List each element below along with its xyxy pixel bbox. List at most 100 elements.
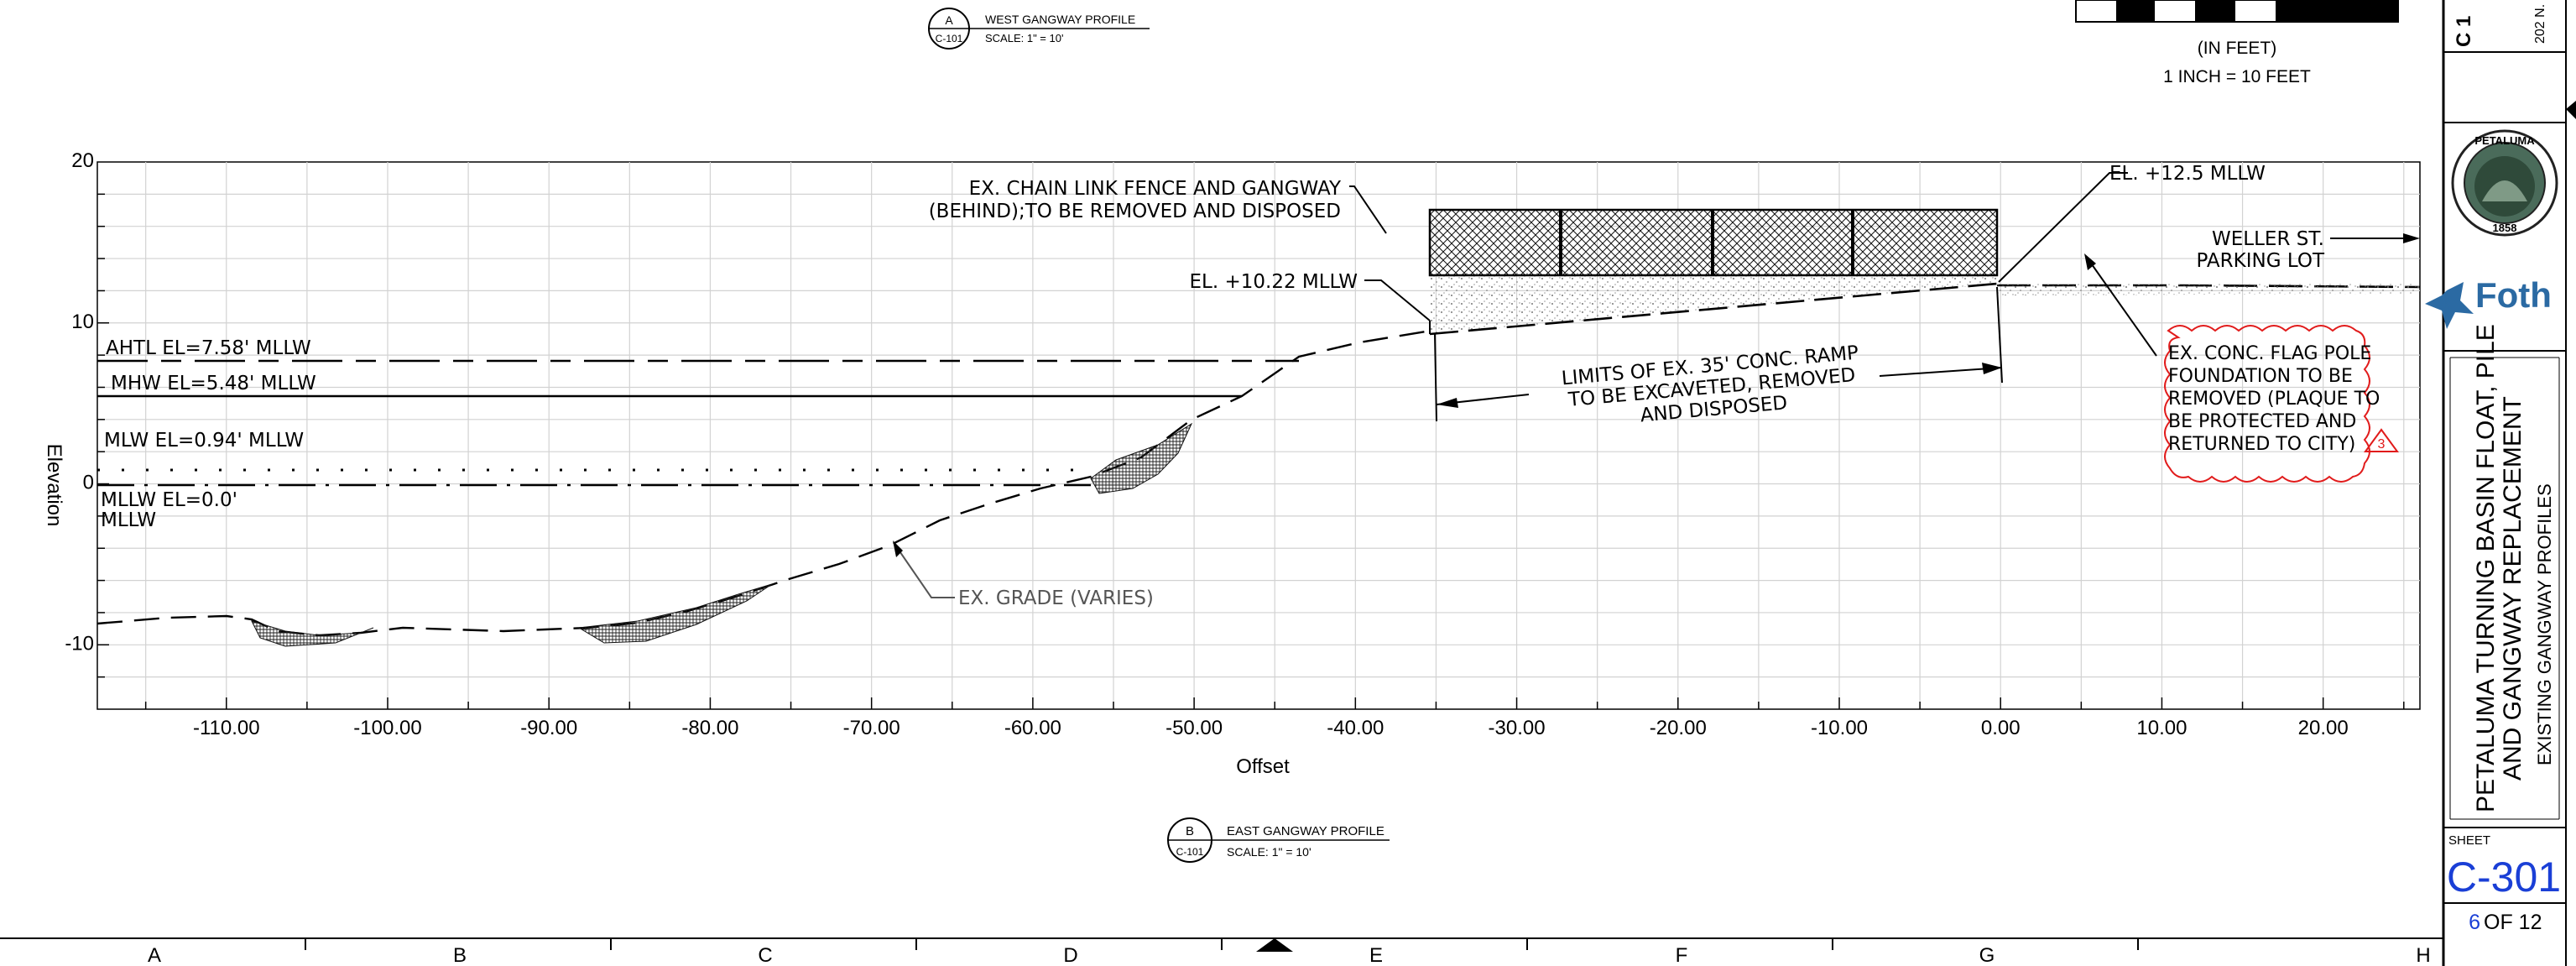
callout-b-ref: C-101 xyxy=(1176,846,1204,858)
title-block: C 1 202 N. PETALUMA 1858 Foth PETALUMA T… xyxy=(2425,0,2576,966)
x-tick-label: -100.00 xyxy=(353,717,421,739)
y-tick-label: 20 xyxy=(71,149,94,172)
plot-grid xyxy=(97,162,2420,709)
grid-column-letter: G xyxy=(1979,944,1995,966)
x-tick-label: -80.00 xyxy=(681,717,738,739)
sheet-grid-border: A B C D E F G H xyxy=(0,937,2443,966)
plot-frame xyxy=(96,161,2421,710)
city-seal: PETALUMA 1858 xyxy=(2451,129,2558,237)
callout-b: B C-101 EAST GANGWAY PROFILE SCALE: 1" =… xyxy=(1167,817,1390,863)
foth-logo: Foth xyxy=(2425,275,2552,329)
mllw-label-2: MLLW xyxy=(101,509,156,531)
flag-note-2: FOUNDATION TO BE xyxy=(2168,366,2353,387)
flag-note-3: REMOVED (PLAQUE TO xyxy=(2168,389,2380,410)
y-axis: 20 10 0 -10 xyxy=(65,149,109,678)
concrete-ramp xyxy=(1429,273,2421,336)
x-axis: -110.00 -100.00 -90.00 -80.00 -70.00 -60.00 -5… xyxy=(144,697,2405,739)
riprap-hatch-3 xyxy=(1090,422,1193,494)
x-tick-label: 20.00 xyxy=(2298,717,2349,739)
flag-pole-note: EX. CONC. FLAG POLE FOUNDATION TO BE REM… xyxy=(2164,325,2399,483)
callout-b-scale: SCALE: 1" = 10' xyxy=(1227,845,1311,859)
project-title-1: PETALUMA TURNING BASIN FLOAT, PILE xyxy=(2472,324,2500,812)
seal-year: 1858 xyxy=(2493,222,2517,234)
grid-column-letter: C xyxy=(758,944,772,966)
x-tick-label: -110.00 xyxy=(193,717,260,739)
callout-b-title: EAST GANGWAY PROFILE xyxy=(1227,824,1384,838)
address-fragment: 202 N. xyxy=(2533,4,2547,44)
ramp-profile-line xyxy=(1429,282,1998,336)
ahtl-label: AHTL EL=7.58' MLLW xyxy=(106,337,311,359)
scale-ratio: 1 INCH = 10 FEET xyxy=(2163,67,2311,86)
project-title-2: AND GANGWAY REPLACEMENT xyxy=(2499,396,2526,781)
existing-grade xyxy=(96,329,1431,647)
x-axis-label: Offset xyxy=(1236,755,1290,778)
star-icon xyxy=(2425,282,2474,329)
fence-note-1: EX. CHAIN LINK FENCE AND GANGWAY xyxy=(969,178,1342,200)
fence-note-2: (BEHIND);TO BE REMOVED AND DISPOSED xyxy=(929,201,1341,222)
grid-column-letter: E xyxy=(1369,944,1383,966)
ramp-stipple xyxy=(1430,273,1997,334)
gangway-profile-plot: 20 10 0 -10 -110.00 -100.00 -90.00 -80.00 -70.0… xyxy=(65,149,2421,739)
callout-a-scale: SCALE: 1" = 10' xyxy=(985,32,1063,44)
sheet-subtitle: EXISTING GANGWAY PROFILES xyxy=(2534,483,2555,765)
annotations: EX. CHAIN LINK FENCE AND GANGWAY (BEHIND… xyxy=(929,163,2325,609)
y-tick-label: 10 xyxy=(71,311,94,333)
flag-note-4: BE PROTECTED AND xyxy=(2168,411,2356,432)
scale-units: (IN FEET) xyxy=(2198,39,2277,58)
north-arrow-mark xyxy=(1256,938,1293,952)
leader-lines xyxy=(893,172,2420,598)
graphic-scale: (IN FEET) 1 INCH = 10 FEET xyxy=(2075,0,2399,86)
riprap-hatch-2 xyxy=(577,583,773,644)
el-low-note: EL. +10.22 MLLW xyxy=(1190,271,1358,293)
x-tick-label: -20.00 xyxy=(1650,717,1707,739)
grid-column-letter: H xyxy=(2416,944,2430,966)
sheet-label: SHEET xyxy=(2448,833,2490,848)
x-tick-label: -30.00 xyxy=(1489,717,1546,739)
grid-column-letter: A xyxy=(148,944,161,966)
grid-column-letter: B xyxy=(453,944,467,966)
el-high-note: EL. +12.5 MLLW xyxy=(2109,163,2266,185)
flag-note-1: EX. CONC. FLAG POLE xyxy=(2168,343,2371,364)
y-axis-label: Elevation xyxy=(43,444,65,527)
seal-ring xyxy=(2451,129,2558,237)
sheet-code-top: C 1 xyxy=(2453,16,2475,47)
riprap-hatch-1 xyxy=(251,620,374,647)
callout-a: A C-101 WEST GANGWAY PROFILE SCALE: 1" =… xyxy=(928,8,1150,50)
y-tick-label: 0 xyxy=(83,472,94,494)
y-tick-label: -10 xyxy=(65,632,94,655)
weller-note-1: WELLER ST. xyxy=(2212,228,2324,250)
x-tick-label: -60.00 xyxy=(1004,717,1061,739)
x-tick-label: -40.00 xyxy=(1327,717,1384,739)
grid-column-letter: D xyxy=(1063,944,1077,966)
x-tick-label: -50.00 xyxy=(1165,717,1223,739)
revision-cloud xyxy=(2164,325,2370,483)
seal-name: PETALUMA xyxy=(2474,134,2535,147)
grade-note: EX. GRADE (VARIES) xyxy=(958,587,1154,609)
mllw-label: MLLW EL=0.0' xyxy=(101,489,237,511)
sheet-number: C-301 xyxy=(2447,854,2561,901)
firm-name: Foth xyxy=(2475,275,2552,315)
limits-dimension xyxy=(1434,286,2003,422)
callout-a-letter: A xyxy=(945,13,953,27)
water-levels: AHTL EL=7.58' MLLW MHW EL=5.48' MLLW MLW… xyxy=(97,337,1299,531)
callout-a-title: WEST GANGWAY PROFILE xyxy=(985,13,1135,26)
page-total: OF 12 xyxy=(2484,911,2542,934)
x-tick-label: -10.00 xyxy=(1811,717,1868,739)
mlw-label: MLW EL=0.94' MLLW xyxy=(104,430,304,452)
chain-link-fence xyxy=(1428,208,1999,277)
page-current: 6 xyxy=(2469,911,2480,934)
callout-a-ref: C-101 xyxy=(936,33,963,44)
x-tick-label: -90.00 xyxy=(520,717,577,739)
mhw-label: MHW EL=5.48' MLLW xyxy=(111,373,316,394)
weller-note-2: PARKING LOT xyxy=(2197,250,2325,272)
flag-note-5: RETURNED TO CITY) xyxy=(2168,434,2355,455)
grid-column-letter: F xyxy=(1676,944,1688,966)
x-tick-label: 0.00 xyxy=(1981,717,2021,739)
revision-delta xyxy=(2364,428,2399,452)
x-tick-label: -70.00 xyxy=(843,717,900,739)
callout-b-letter: B xyxy=(1186,824,1194,838)
revision-number: 3 xyxy=(2378,437,2386,452)
x-tick-label: 10.00 xyxy=(2136,717,2187,739)
grid-column-letters: A B C D E F G H xyxy=(148,938,2431,966)
